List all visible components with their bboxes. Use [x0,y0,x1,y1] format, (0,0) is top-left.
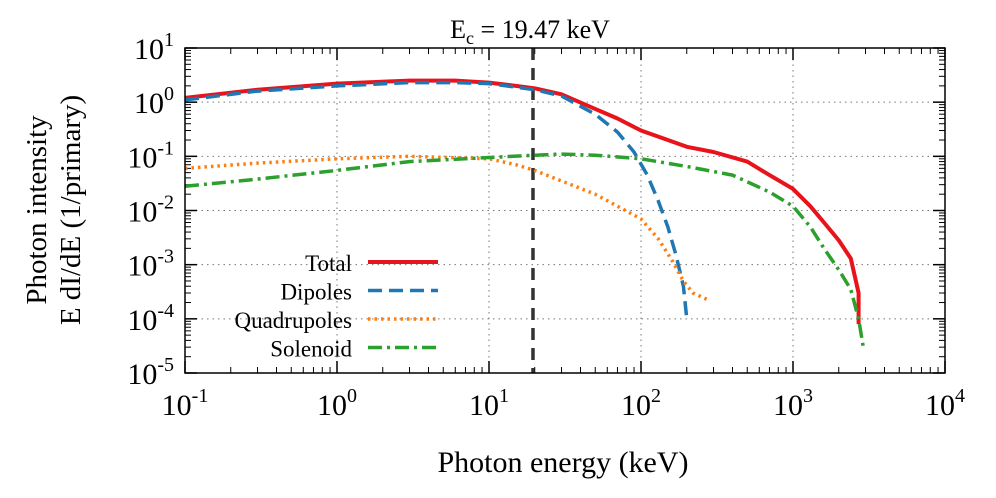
x-tick-label: 10-1 [162,385,209,422]
y-tick-label: 101 [134,29,174,66]
y-axis-label-line1: Photon intensity [21,115,53,305]
legend-label-total: Total [305,251,352,276]
grid [185,48,945,373]
y-tick-label: 100 [134,83,174,120]
plot-frame [184,47,946,374]
series-group [185,78,866,348]
series-solenoid [185,152,866,348]
legend-label-solenoid: Solenoid [270,337,352,362]
series-quadrupoles [185,154,710,302]
x-tick-label: 100 [317,385,357,422]
y-tick-label: 10-5 [127,354,174,391]
x-tick-label: 101 [469,385,509,422]
y-tick-label: 10-2 [127,192,174,229]
y-axis-label-line2: E dI/dE (1/primary) [55,95,87,325]
legend-label-quadrupoles: Quadrupoles [234,308,352,333]
y-axis-label: Photon intensity E dI/dE (1/primary) [21,95,87,325]
legend-label-dipoles: Dipoles [280,280,352,305]
chart-title: Ec = 19.47 keV [450,15,610,48]
x-tick-label: 104 [925,385,965,422]
series-total [185,78,861,325]
y-tick-labels: 10-5 10-4 10-3 10-2 10-1 100 101 [127,29,174,391]
series-dipoles [185,80,689,319]
y-tick-label: 10-3 [127,246,174,283]
y-tick-label: 10-1 [127,137,174,174]
x-tick-labels: 10-1 100 101 102 103 104 [162,385,965,422]
y-tick-label: 10-4 [127,300,174,337]
axis-ticks [184,47,946,374]
x-tick-label: 103 [773,385,813,422]
x-tick-label: 102 [621,385,661,422]
legend: Total Dipoles Quadrupoles Solenoid [234,251,438,362]
x-axis-label: Photon energy (keV) [437,446,688,479]
